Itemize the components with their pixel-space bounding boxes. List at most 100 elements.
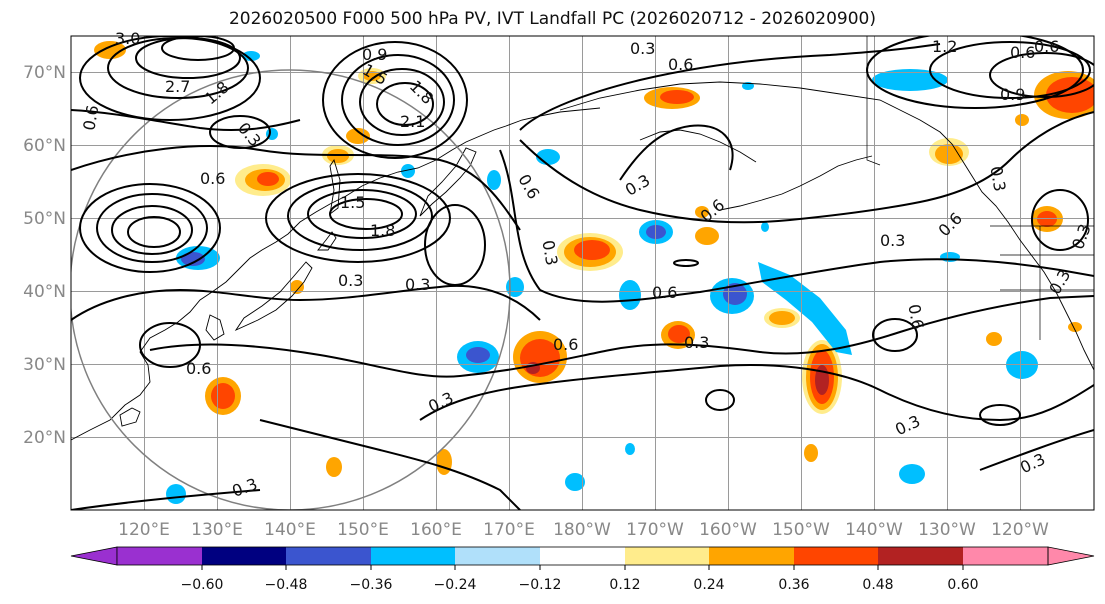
gridlines: [71, 36, 1094, 510]
pv-contour: [359, 68, 445, 136]
colorbar-tick-label: 0.36: [778, 577, 809, 593]
pv-contour: [322, 41, 468, 159]
colorbar: −0.60 −0.48 −0.36 −0.24 −0.12 0.12 0.24 …: [70, 546, 1095, 593]
cool-patch: [625, 443, 635, 455]
contour-label: 0.6: [1010, 43, 1035, 62]
cool-patch: [181, 252, 205, 266]
pv-contour: [135, 37, 241, 79]
alaska-south-coast: [639, 129, 757, 163]
pv-contour: [929, 41, 1091, 99]
colorbar-bin: [286, 547, 371, 565]
pv-contour: [424, 204, 486, 286]
contour-label: 0.3: [405, 275, 430, 294]
colorbar-tick-labels: −0.60 −0.48 −0.36 −0.24 −0.12 0.12 0.24 …: [181, 577, 979, 593]
pv-contour: [71, 284, 541, 321]
lon-label: 130°E: [191, 520, 243, 540]
warm-patch: [1068, 322, 1082, 332]
cool-patch: [166, 484, 186, 504]
cool-patch: [619, 280, 641, 310]
pv-contour: [71, 109, 301, 132]
warm-patch: [695, 227, 719, 245]
colorbar-tick-label: −0.24: [434, 577, 477, 593]
pv-contour: [149, 295, 1094, 378]
pv-contour: [329, 198, 403, 230]
colorbar-bin: [455, 547, 540, 565]
contour-label: 0.6: [200, 169, 225, 188]
cool-patch: [565, 473, 585, 491]
lon-label: 150°W: [772, 520, 830, 540]
pv-contour: [499, 149, 1094, 303]
colorbar-bin: [540, 547, 625, 565]
cool-patch: [487, 170, 501, 190]
contour-label: 1.8: [370, 221, 395, 240]
colorbar-tick-label: 0.60: [947, 577, 978, 593]
colorbar-tick-label: −0.60: [181, 577, 224, 593]
warm-patch: [986, 332, 1002, 346]
contour-label: 0.6: [553, 335, 578, 354]
lat-label: 50°N: [23, 209, 66, 229]
warm-patch: [815, 365, 829, 395]
colorbar-tick-label: −0.48: [265, 577, 308, 593]
aleutian-islands: [719, 155, 873, 211]
contour-label: 0.3: [986, 165, 1009, 193]
warm-patch: [695, 206, 709, 218]
colorbar-outline: [116, 546, 1049, 566]
alaska-canada-border: [866, 36, 881, 166]
contour-label: 0.3: [630, 39, 655, 58]
pv-contour: [71, 145, 521, 231]
pv-contour: [127, 216, 181, 248]
cool-patch: [242, 51, 260, 61]
lon-label: 150°E: [337, 520, 389, 540]
pv-contour: [519, 43, 941, 131]
colorbar-tick-label: 0.48: [862, 577, 893, 593]
pv-contour: [673, 259, 699, 267]
colorbar-tick-label: 0.24: [693, 577, 724, 593]
contour-label: 0.9: [1000, 85, 1025, 104]
us-state-borders: [1000, 226, 1094, 340]
pv-contour: [259, 419, 521, 510]
contour-label: 0.6: [904, 303, 927, 331]
korea-outline: [205, 314, 225, 341]
asia-coastline: [71, 107, 601, 441]
colorbar-tick-label: −0.12: [519, 577, 562, 593]
latitude-labels: 70°N 60°N 50°N 40°N 30°N 20°N: [23, 63, 66, 448]
contour-label: 0.3: [880, 231, 905, 250]
contour-label: 0.6: [652, 283, 677, 302]
warm-patch: [94, 41, 126, 59]
contour-label: 0.6: [1034, 37, 1059, 56]
north-america-coastline: [559, 81, 1094, 371]
coastlines: [71, 81, 1094, 441]
lon-label: 160°E: [410, 520, 462, 540]
cool-patch: [899, 464, 925, 484]
pv-contour: [307, 189, 417, 239]
lon-label: 180°W: [553, 520, 611, 540]
colorbar-bin: [371, 547, 455, 565]
pv-contours: [71, 36, 1094, 510]
lon-label: 170°W: [626, 520, 684, 540]
colorbar-bin: [117, 547, 202, 565]
warm-patch: [935, 144, 963, 164]
map-frame: [70, 35, 1095, 511]
pv-contour: [209, 115, 271, 149]
lon-label: 120°W: [991, 520, 1049, 540]
contour-label: 2.7: [165, 77, 190, 96]
lat-label: 30°N: [23, 355, 66, 375]
warm-patch: [668, 325, 690, 343]
pv-contour: [979, 429, 1094, 471]
pv-contour: [872, 318, 918, 352]
cool-patch: [466, 347, 490, 363]
pv-contour: [265, 173, 451, 263]
cool-patch: [506, 277, 524, 297]
landfall-radius-circle: [71, 69, 511, 510]
taiwan-outline: [119, 407, 141, 427]
warm-patch: [327, 149, 349, 163]
contour-label: 1.5: [340, 193, 365, 212]
colorbar-bin: [625, 547, 709, 565]
contour-label: 1.2: [932, 37, 957, 56]
colorbar-bin: [963, 547, 1048, 565]
warm-patch: [574, 240, 610, 260]
lat-label: 40°N: [23, 282, 66, 302]
pv-contour: [866, 36, 1084, 109]
pv-contour: [519, 111, 1094, 224]
contour-label: 0.3: [684, 333, 709, 352]
